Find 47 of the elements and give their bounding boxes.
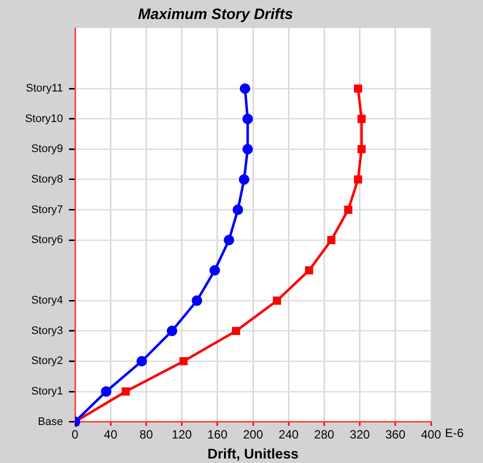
- y-tick-label: Story11: [26, 82, 63, 95]
- y-tick-label: Story2: [31, 355, 63, 368]
- point: [354, 84, 362, 93]
- point: [358, 145, 366, 154]
- x-tick-label: 160: [207, 427, 228, 442]
- point: [232, 204, 244, 216]
- y-tick-label: Story1: [31, 386, 63, 398]
- point: [122, 387, 130, 396]
- text: E-6: [445, 426, 464, 440]
- point: [272, 296, 282, 305]
- point: [192, 295, 202, 306]
- x-tick-label: 280: [314, 427, 335, 442]
- point: [232, 326, 240, 335]
- point: [354, 175, 362, 184]
- point: [304, 266, 314, 274]
- x-tick-label: 320: [350, 427, 370, 442]
- y-tick-label: Story9: [31, 143, 63, 156]
- point: [209, 265, 220, 276]
- x-tick-label: 240: [278, 427, 299, 442]
- point: [224, 234, 234, 246]
- y-tick-label: Story4: [31, 294, 63, 307]
- point: [242, 114, 253, 124]
- point: [358, 114, 366, 123]
- y-tick-label: Base: [38, 416, 63, 428]
- chart-title: Maximum Story Drifts: [138, 6, 294, 24]
- y-tick-label: Story7: [31, 204, 63, 216]
- x-tick-label: 360: [385, 427, 406, 442]
- x-tick-label: 400: [420, 427, 442, 442]
- x-tick-label: 0: [72, 427, 79, 442]
- point: [240, 83, 250, 94]
- point: [327, 236, 336, 244]
- y-tick-label: Story8: [31, 173, 63, 186]
- point: [166, 326, 178, 336]
- point: [136, 356, 147, 366]
- y-tick-label: Story10: [25, 112, 63, 125]
- y-tick-label: Story6: [31, 234, 63, 246]
- point: [180, 357, 188, 366]
- x-tick-label: 80: [140, 427, 154, 442]
- point: [242, 144, 253, 154]
- x-axis-title: Drift, Unitless: [207, 445, 299, 462]
- point: [238, 174, 250, 185]
- x-tick-label: 40: [104, 427, 118, 442]
- point: [344, 206, 352, 214]
- x-tick-label: 200: [242, 427, 264, 442]
- point: [100, 386, 112, 397]
- y-tick-label: Story3: [31, 324, 63, 337]
- x-tick-label: 120: [172, 427, 192, 442]
